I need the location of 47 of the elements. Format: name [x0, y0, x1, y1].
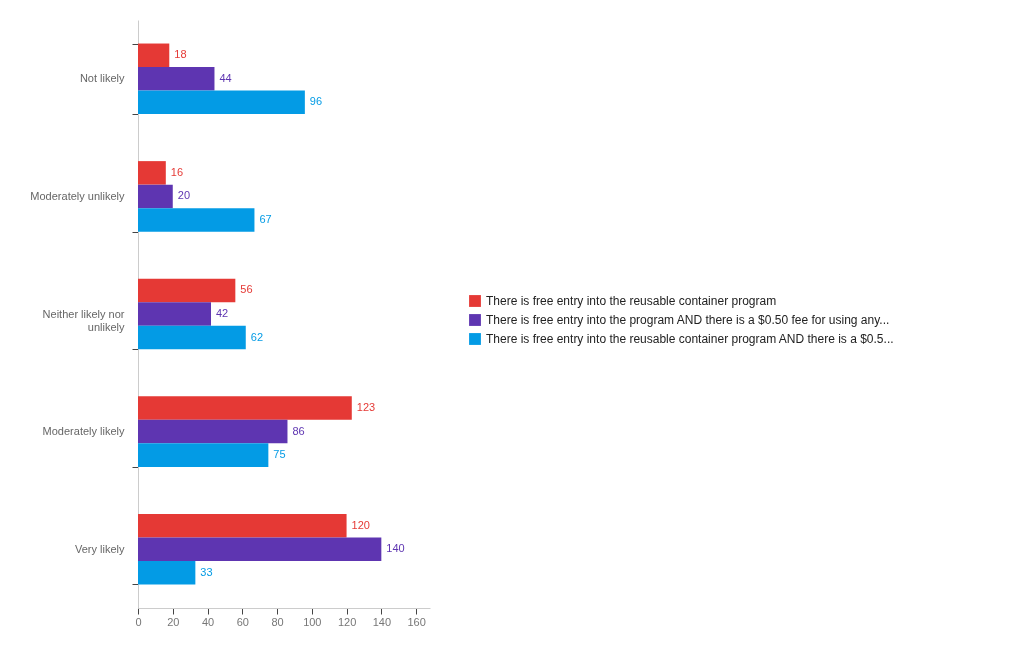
- bar: [138, 90, 305, 115]
- data-label: 62: [250, 330, 264, 343]
- y-tick-label: Not likely: [79, 72, 125, 85]
- legend-label: There is free entry into the reusable container program AND there is a $0.5...: [486, 332, 894, 346]
- bar: [138, 537, 382, 561]
- data-label: 96: [309, 95, 323, 108]
- bar: [138, 161, 166, 185]
- bar: [138, 184, 173, 209]
- data-label: 86: [292, 424, 305, 437]
- bar: [138, 278, 236, 303]
- data-label: 140: [386, 542, 405, 555]
- legend-label: There is free entry into the reusable container program: [486, 294, 777, 308]
- x-tick-label: 60: [236, 615, 249, 628]
- data-label: 20: [177, 189, 191, 202]
- bar: [138, 443, 269, 467]
- x-tick-label: 140: [372, 615, 392, 628]
- y-tick-label: Moderately likely: [42, 425, 125, 438]
- bar: [138, 560, 196, 585]
- x-tick-label: 40: [201, 615, 215, 628]
- data-label: 42: [216, 307, 229, 319]
- data-label: 44: [219, 71, 232, 84]
- x-tick-label: 20: [167, 615, 180, 628]
- bar: [138, 67, 215, 91]
- bar: [138, 396, 352, 420]
- y-tick-label: Very likely: [74, 542, 125, 555]
- y-tick-label: Moderately unlikely: [30, 189, 125, 202]
- y-tick-label: Neither likely nor unlikely: [42, 307, 125, 333]
- bar: [138, 513, 347, 538]
- legend-label: There is free entry into the program AND there is a $0.50 fee for using any...: [486, 313, 890, 327]
- x-tick-label: 100: [303, 615, 322, 628]
- bar: [138, 325, 246, 350]
- data-label: 67: [259, 212, 272, 225]
- bar: [138, 302, 211, 326]
- x-tick-label: 80: [271, 615, 284, 628]
- x-tick-label: 0: [135, 615, 142, 628]
- data-label: 120: [351, 518, 370, 531]
- bar: [138, 419, 288, 444]
- data-label: 123: [356, 401, 376, 414]
- data-label: 75: [273, 448, 286, 461]
- bar: [138, 208, 255, 232]
- x-tick-label: 120: [337, 615, 357, 628]
- data-label: 16: [170, 165, 184, 178]
- data-label: 56: [240, 283, 253, 296]
- data-label: 18: [174, 48, 187, 61]
- x-tick-label: 160: [407, 615, 426, 628]
- data-label: 33: [200, 565, 213, 578]
- bar: [138, 43, 170, 68]
